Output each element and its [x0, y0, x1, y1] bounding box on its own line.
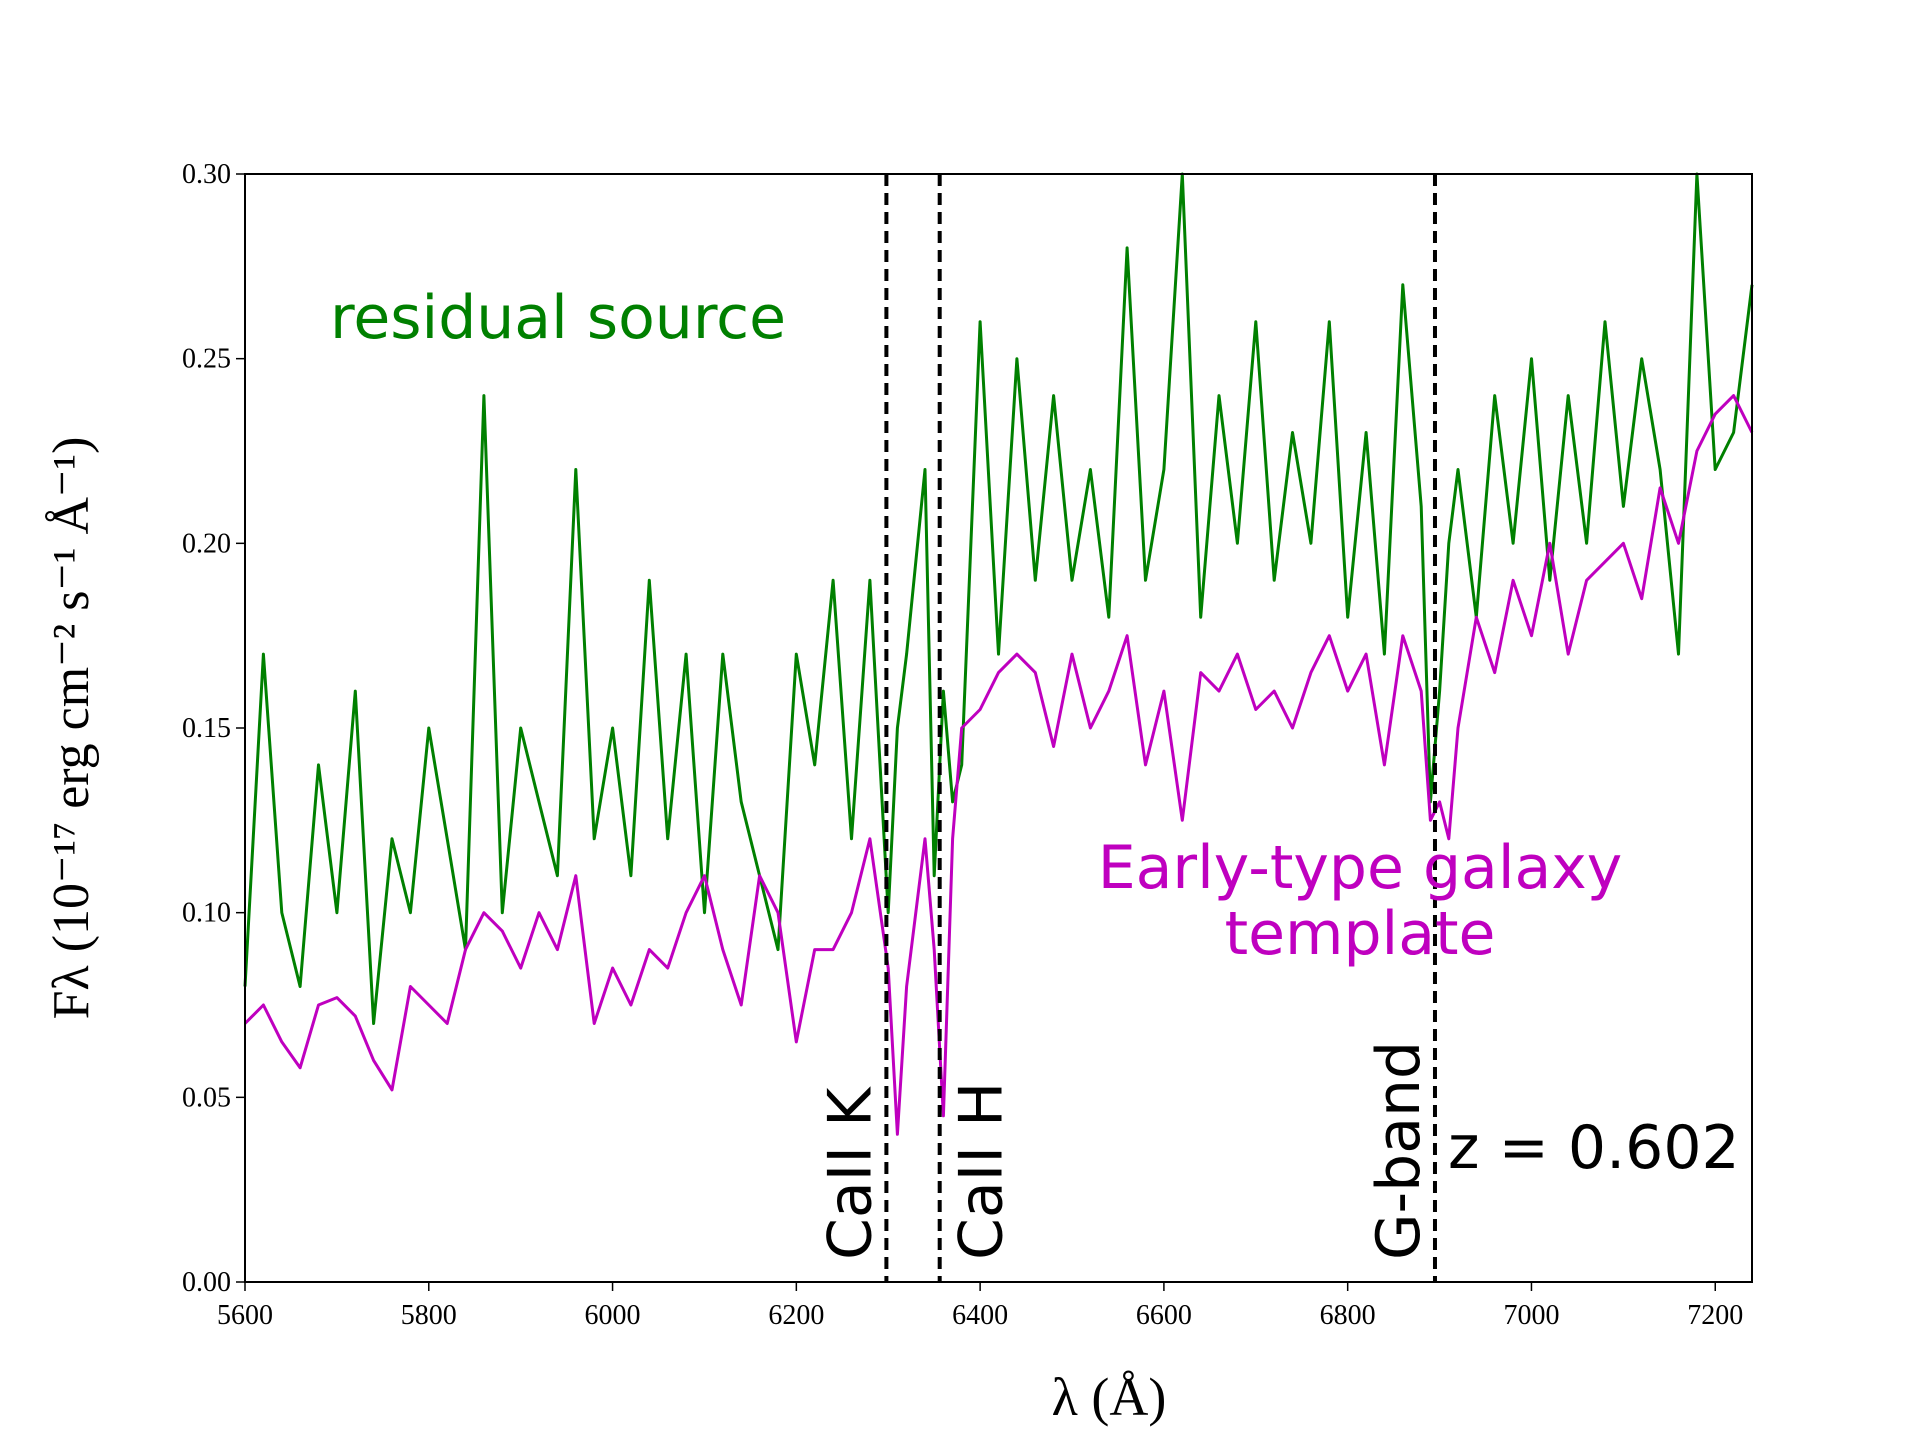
x-tick-label: 7000 — [1503, 1300, 1559, 1331]
x-tick-label: 6000 — [585, 1300, 641, 1331]
y-tick-label: 0.10 — [182, 898, 231, 929]
y-tick-label: 0.20 — [182, 528, 231, 559]
y-tick-label: 0.30 — [182, 159, 231, 190]
y-tick-label: 0.25 — [182, 344, 231, 375]
x-tick-label: 5800 — [401, 1300, 457, 1331]
residual-label: residual source — [330, 283, 786, 353]
spectrum-line — [243, 394, 1754, 1136]
x-tick-label: 6800 — [1320, 1300, 1376, 1331]
redshift-annotation: z = 0.602 — [1448, 1113, 1740, 1183]
x-axis-label: λ (Å) — [1052, 1367, 1167, 1427]
feature-label: CaII K — [815, 1086, 885, 1260]
x-tick-label: 7200 — [1687, 1300, 1743, 1331]
template-label: Early-type galaxy template — [1097, 833, 1623, 969]
y-tick-label: 0.05 — [182, 1082, 231, 1113]
feature-label: G-band — [1364, 1041, 1434, 1260]
y-tick-label: 0.00 — [182, 1267, 231, 1298]
x-tick-label: 6200 — [768, 1300, 824, 1331]
plot-frame — [244, 173, 1753, 1283]
y-axis-label: Fλ (10⁻¹⁷ erg cm⁻² s⁻¹ Å⁻¹) — [43, 437, 100, 1020]
x-tick-label: 6600 — [1136, 1300, 1192, 1331]
spectrum-line — [243, 172, 1754, 1025]
y-tick-label: 0.15 — [182, 713, 231, 744]
feature-label: CaII H — [947, 1082, 1017, 1260]
x-tick-label: 5600 — [217, 1300, 273, 1331]
x-tick-label: 6400 — [952, 1300, 1008, 1331]
